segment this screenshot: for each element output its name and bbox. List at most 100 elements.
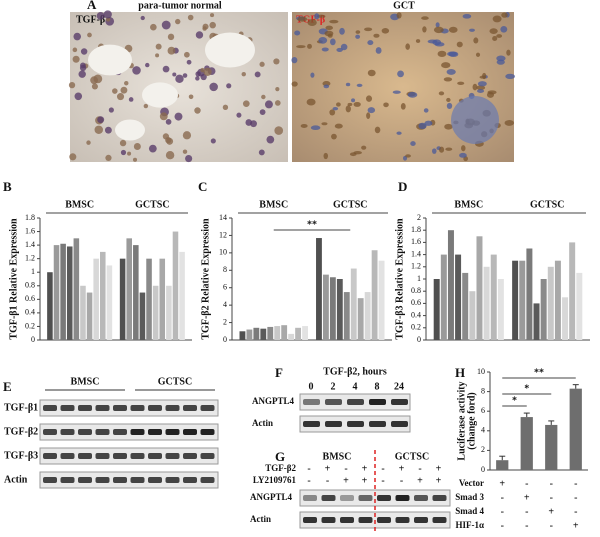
- blot-band: [43, 453, 57, 459]
- cell: [202, 26, 207, 31]
- condition-sign: -: [525, 520, 528, 531]
- bar: [455, 254, 462, 340]
- cell: [448, 26, 458, 33]
- blot-band: [358, 517, 373, 523]
- cell: [351, 98, 356, 103]
- cell: [274, 100, 281, 106]
- bar: [146, 258, 152, 340]
- cell: [194, 107, 201, 114]
- blot-band: [148, 405, 162, 411]
- cell: [259, 109, 266, 116]
- condition-sign: -: [501, 520, 504, 531]
- blot-strip: [39, 423, 219, 441]
- cell: [105, 154, 112, 162]
- cell: [182, 149, 188, 154]
- blot-band: [78, 429, 92, 435]
- cell: [97, 116, 105, 124]
- cell: [345, 82, 351, 87]
- cell: [415, 39, 421, 43]
- y-tick-label: 0.6: [411, 298, 421, 307]
- cell: [307, 43, 312, 49]
- blot-band: [369, 421, 386, 427]
- blot-strip: [39, 399, 219, 417]
- group-label: BMSC: [323, 451, 352, 462]
- cell: [78, 70, 86, 78]
- bar: [526, 248, 533, 340]
- cell: [424, 120, 433, 126]
- condition-label: Smad 4: [455, 506, 484, 516]
- cell: [258, 149, 265, 156]
- blot-band: [432, 517, 447, 523]
- blot-band: [347, 399, 364, 405]
- y-axis-title: (change ford): [466, 392, 477, 450]
- cell: [310, 72, 315, 78]
- cell: [242, 100, 250, 108]
- cell: [347, 102, 353, 106]
- cell: [340, 43, 348, 51]
- bar: [139, 292, 146, 340]
- cell: [321, 122, 328, 126]
- panel-label: E: [3, 379, 12, 394]
- condition-sign: -: [550, 478, 553, 489]
- blot-band: [377, 495, 391, 501]
- group-label: BMSC: [454, 199, 483, 210]
- cell: [462, 13, 472, 19]
- panel-label: G: [275, 449, 285, 464]
- blot-band: [395, 495, 410, 501]
- cell: [446, 97, 451, 103]
- cell: [266, 135, 275, 144]
- cell: [456, 41, 463, 48]
- cell: [364, 27, 373, 32]
- blot-band: [200, 429, 215, 435]
- cell: [203, 67, 212, 76]
- bar: [152, 285, 159, 340]
- cell: [310, 125, 321, 131]
- bar: [433, 279, 440, 340]
- cell: [405, 154, 411, 158]
- blot-band: [130, 477, 145, 483]
- cell: [336, 47, 343, 53]
- bar: [462, 272, 469, 340]
- blot-band: [130, 405, 145, 411]
- cell: [300, 123, 308, 128]
- y-tick-label: 1.2: [25, 253, 35, 262]
- treatment-sign: +: [399, 463, 405, 474]
- cell: [187, 14, 194, 21]
- blot-band: [183, 429, 197, 435]
- cell: [259, 61, 265, 67]
- y-tick-label: 6: [481, 406, 485, 415]
- treatment-sign: -: [344, 463, 347, 474]
- cell: [375, 47, 382, 54]
- cell: [172, 72, 177, 77]
- cell: [506, 49, 511, 56]
- blot-band: [113, 453, 127, 459]
- cell: [155, 43, 162, 50]
- y-tick-label: 1: [31, 267, 35, 276]
- cell: [116, 93, 125, 101]
- cell: [127, 151, 132, 156]
- cell: [410, 141, 416, 146]
- y-tick-label: 0.4: [411, 310, 421, 319]
- bar: [343, 292, 350, 340]
- y-tick-label: 0.2: [25, 321, 35, 330]
- blot-band: [78, 477, 92, 483]
- cell: [318, 37, 328, 44]
- lane-label: 2: [331, 381, 336, 392]
- row-label: ANGPTL4: [250, 492, 293, 502]
- y-tick-label: 0: [31, 335, 35, 344]
- condition-sign: -: [574, 478, 577, 489]
- image-title: para-tumor normal: [138, 0, 222, 11]
- cell: [334, 123, 343, 129]
- cell: [297, 16, 308, 22]
- blot-band: [358, 495, 373, 501]
- condition-label: HIF-1α: [455, 520, 484, 530]
- cell: [174, 112, 183, 121]
- cell: [492, 15, 502, 23]
- y-tick-label: 0.4: [25, 308, 35, 317]
- lane-label: 0: [309, 381, 314, 392]
- cell: [90, 76, 98, 85]
- treatment-sign: +: [325, 463, 331, 474]
- bar: [447, 230, 454, 340]
- cell: [291, 81, 298, 87]
- blot-band: [165, 453, 180, 459]
